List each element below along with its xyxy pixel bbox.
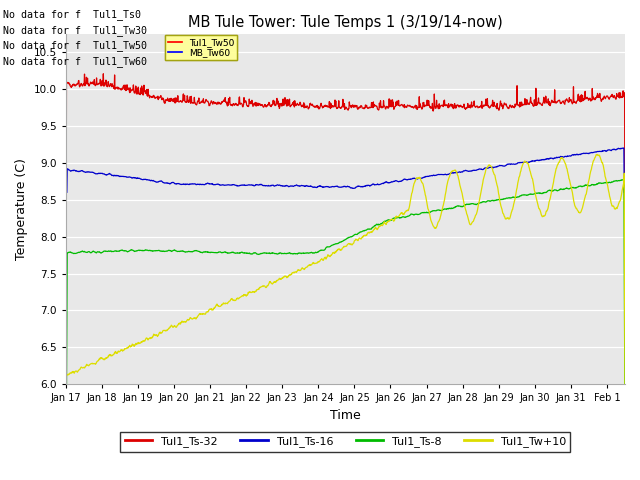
Text: No data for f  Tul1_Tw50: No data for f Tul1_Tw50 xyxy=(3,40,147,51)
Tul1_Tw+10 xyxy=(173,324,180,330)
Tul1_Ts-16 xyxy=(163,180,170,186)
Line: Tul1_Ts-16: Tul1_Ts-16 xyxy=(66,148,625,192)
Tul1_Ts-16 xyxy=(620,145,627,151)
Tul1_Ts-32 xyxy=(621,273,629,278)
Tul1_Ts-16 xyxy=(485,165,493,170)
Text: No data for f  Tul1_Tw30: No data for f Tul1_Tw30 xyxy=(3,24,147,36)
Tul1_Ts-16 xyxy=(62,190,70,195)
Legend: Tul1_Tw50, MB_Tw60: Tul1_Tw50, MB_Tw60 xyxy=(165,35,237,60)
Tul1_Ts-32 xyxy=(163,97,170,103)
Tul1_Ts-8 xyxy=(620,177,627,183)
Tul1_Ts-16 xyxy=(223,182,231,188)
Tul1_Ts-8 xyxy=(485,198,493,204)
Tul1_Ts-32 xyxy=(485,104,493,110)
Y-axis label: Temperature (C): Temperature (C) xyxy=(15,158,28,260)
Tul1_Ts-32 xyxy=(62,452,70,458)
Tul1_Ts-32 xyxy=(275,98,282,104)
Tul1_Ts-32 xyxy=(223,103,231,109)
Tul1_Ts-16 xyxy=(621,190,629,195)
Tul1_Tw+10 xyxy=(485,162,493,168)
Tul1_Ts-8 xyxy=(223,250,231,256)
Tul1_Tw+10 xyxy=(621,381,629,387)
Tul1_Tw+10 xyxy=(593,152,601,157)
Tul1_Ts-16 xyxy=(173,181,180,187)
Tul1_Ts-8 xyxy=(163,248,170,254)
Tul1_Ts-8 xyxy=(621,420,629,426)
Tul1_Tw+10 xyxy=(274,277,282,283)
Tul1_Tw+10 xyxy=(223,300,231,306)
Tul1_Ts-32 xyxy=(99,71,107,77)
Tul1_Ts-8 xyxy=(173,248,180,254)
Line: Tul1_Ts-32: Tul1_Ts-32 xyxy=(66,74,625,455)
Tul1_Tw+10 xyxy=(62,381,70,387)
Tul1_Ts-32 xyxy=(173,98,181,104)
Title: MB Tule Tower: Tule Temps 1 (3/19/14-now): MB Tule Tower: Tule Temps 1 (3/19/14-now… xyxy=(188,15,503,30)
Tul1_Ts-32 xyxy=(547,99,555,105)
Text: No data for f  Tul1_Tw60: No data for f Tul1_Tw60 xyxy=(3,56,147,67)
Line: Tul1_Tw+10: Tul1_Tw+10 xyxy=(66,155,625,384)
Tul1_Ts-16 xyxy=(274,182,282,188)
Tul1_Tw+10 xyxy=(163,327,170,333)
Tul1_Ts-8 xyxy=(547,188,555,194)
Tul1_Ts-16 xyxy=(547,156,555,161)
Text: No data for f  Tul1_Ts0: No data for f Tul1_Ts0 xyxy=(3,9,141,20)
X-axis label: Time: Time xyxy=(330,409,361,422)
Tul1_Ts-8 xyxy=(274,251,282,257)
Line: Tul1_Ts-8: Tul1_Ts-8 xyxy=(66,180,625,480)
Tul1_Tw+10 xyxy=(547,192,555,198)
